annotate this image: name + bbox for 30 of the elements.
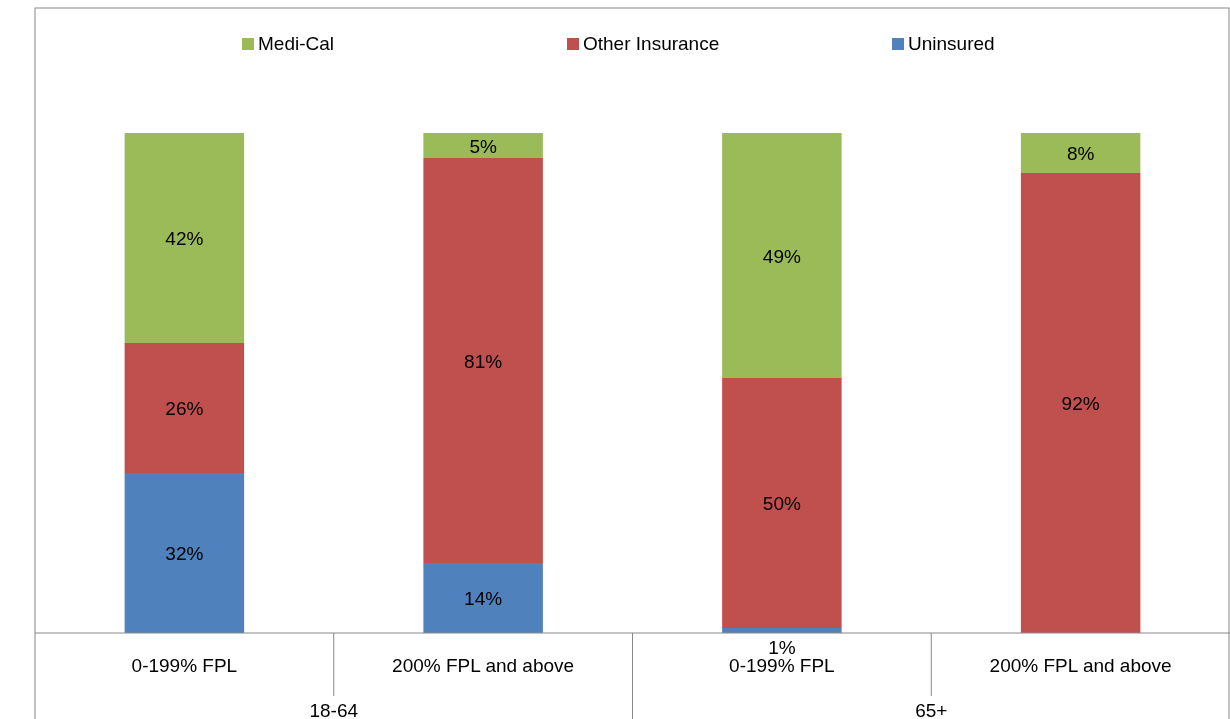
bar <box>722 378 842 628</box>
x-tick-label: 200% FPL and above <box>989 655 1172 676</box>
legend-label: Uninsured <box>908 33 995 54</box>
bar <box>423 133 543 158</box>
bar <box>124 343 245 473</box>
x-tick-label: 0-199% FPL <box>729 655 835 676</box>
bar <box>1020 133 1141 173</box>
text: 18-64 <box>309 700 359 719</box>
bar <box>722 133 842 378</box>
data-label: 14% <box>464 588 503 609</box>
bar <box>1020 173 1141 633</box>
data-label: 8% <box>1066 143 1095 164</box>
data-label: 32% <box>165 543 204 564</box>
data-label: 26% <box>165 398 204 419</box>
x-tick-label: 200% FPL and above <box>392 655 575 676</box>
legend-label: Other Insurance <box>583 33 720 54</box>
bar <box>423 158 543 563</box>
bar <box>124 473 245 633</box>
bar <box>423 563 543 633</box>
data-label: 42% <box>165 228 204 249</box>
data-label: 1% <box>768 637 796 658</box>
text: 65+ <box>915 700 948 719</box>
bar <box>124 133 245 343</box>
data-label: 81% <box>464 350 503 372</box>
legend-label: Medi-Cal <box>258 33 335 54</box>
data-label: 5% <box>469 135 497 157</box>
data-label: 92% <box>1061 393 1100 414</box>
data-label: 50% <box>762 493 801 514</box>
x-tick-label: 0-199% FPL <box>131 655 238 676</box>
data-label: 49% <box>762 245 801 267</box>
